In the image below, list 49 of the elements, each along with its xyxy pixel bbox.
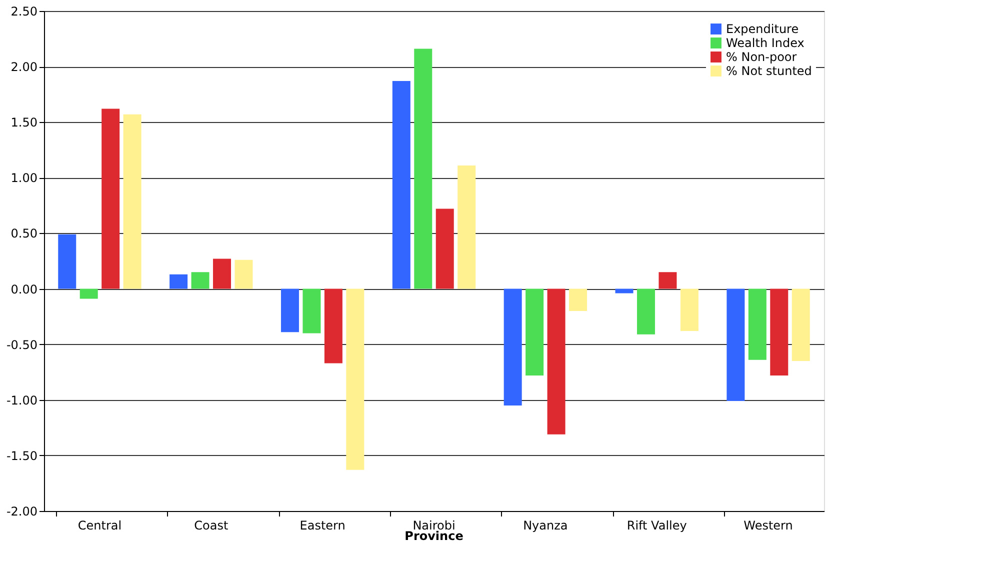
bar <box>346 288 364 470</box>
bar <box>280 288 299 332</box>
bar <box>792 288 810 361</box>
bar <box>123 114 142 289</box>
bar <box>324 288 342 364</box>
bar <box>234 260 253 289</box>
y-tick-label: 2.50 <box>10 4 38 18</box>
bar <box>414 48 432 289</box>
x-tick-label: Nyanza <box>523 518 568 532</box>
bar <box>726 288 745 401</box>
y-tick-label: -1.00 <box>6 393 38 408</box>
bar <box>302 288 321 334</box>
y-tick-label: 1.50 <box>10 116 38 130</box>
y-tick-label: -2.00 <box>6 504 38 518</box>
bar <box>658 272 677 289</box>
bar <box>80 288 98 299</box>
bar <box>436 208 454 289</box>
x-tick-label: Rift Valley <box>626 518 687 532</box>
bar <box>392 81 410 289</box>
bar <box>58 234 76 289</box>
bar <box>770 288 788 376</box>
bar <box>547 288 566 434</box>
x-tick-label: Coast <box>194 518 228 532</box>
legend-label: % Not stunted <box>726 64 812 78</box>
bar <box>680 288 698 331</box>
y-tick-label: 0.50 <box>10 226 38 241</box>
x-tick-label: Central <box>78 518 122 532</box>
bar <box>615 288 634 294</box>
x-tick-label: Eastern <box>300 518 346 532</box>
y-tick-label: -1.50 <box>6 448 38 463</box>
bar <box>504 288 522 406</box>
legend-label: Wealth Index <box>726 36 804 50</box>
bar <box>213 258 232 289</box>
x-axis-title: Province <box>404 529 464 543</box>
bar <box>526 288 544 376</box>
y-tick-label: 2.00 <box>10 60 38 74</box>
bar <box>102 108 120 289</box>
bar <box>636 288 655 334</box>
y-tick-label: 0.00 <box>10 282 38 296</box>
y-tick-label: -0.50 <box>6 338 38 352</box>
legend-label: % Non-poor <box>726 50 797 64</box>
legend-label: Expenditure <box>726 22 799 36</box>
bar <box>191 272 210 289</box>
bar <box>458 165 476 289</box>
bar <box>748 288 766 360</box>
bar <box>170 274 188 289</box>
x-tick-label: Western <box>744 518 793 532</box>
y-tick-label: 1.00 <box>10 171 38 186</box>
bar <box>569 288 588 311</box>
